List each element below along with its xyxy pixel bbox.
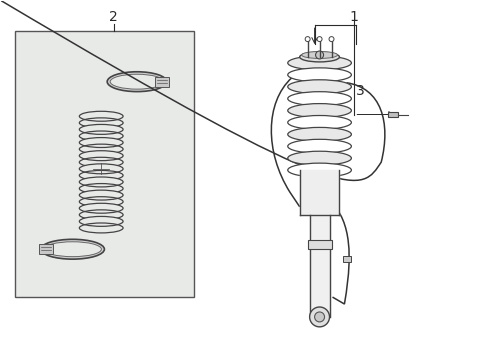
Circle shape: [309, 307, 329, 327]
Ellipse shape: [287, 68, 351, 82]
Ellipse shape: [287, 80, 351, 94]
Ellipse shape: [79, 111, 123, 121]
Ellipse shape: [287, 139, 351, 153]
Circle shape: [316, 37, 322, 41]
Ellipse shape: [287, 104, 351, 117]
Ellipse shape: [287, 92, 351, 105]
Circle shape: [328, 37, 333, 41]
Bar: [155, 77, 168, 87]
Text: 3: 3: [356, 84, 365, 98]
Circle shape: [315, 51, 323, 59]
Text: 1: 1: [349, 10, 358, 24]
Ellipse shape: [79, 151, 123, 161]
Bar: [39, 244, 53, 254]
Ellipse shape: [79, 125, 123, 134]
Circle shape: [314, 312, 324, 322]
Polygon shape: [309, 215, 329, 317]
Ellipse shape: [79, 190, 123, 200]
Ellipse shape: [287, 56, 351, 70]
Ellipse shape: [79, 203, 123, 213]
Bar: [15, 31, 194, 297]
Ellipse shape: [287, 116, 351, 129]
Polygon shape: [299, 170, 339, 215]
Ellipse shape: [79, 216, 123, 226]
Ellipse shape: [79, 164, 123, 174]
Bar: [387, 112, 397, 117]
Bar: [343, 256, 351, 262]
Ellipse shape: [43, 242, 101, 257]
Ellipse shape: [301, 51, 337, 58]
Ellipse shape: [79, 177, 123, 187]
Text: 2: 2: [109, 10, 118, 24]
Ellipse shape: [287, 151, 351, 165]
Ellipse shape: [299, 52, 339, 62]
Ellipse shape: [287, 163, 351, 177]
Ellipse shape: [110, 74, 163, 89]
Ellipse shape: [107, 72, 166, 91]
Bar: [307, 239, 331, 249]
Ellipse shape: [79, 138, 123, 148]
Circle shape: [305, 37, 309, 41]
Ellipse shape: [41, 239, 104, 259]
Ellipse shape: [287, 127, 351, 141]
